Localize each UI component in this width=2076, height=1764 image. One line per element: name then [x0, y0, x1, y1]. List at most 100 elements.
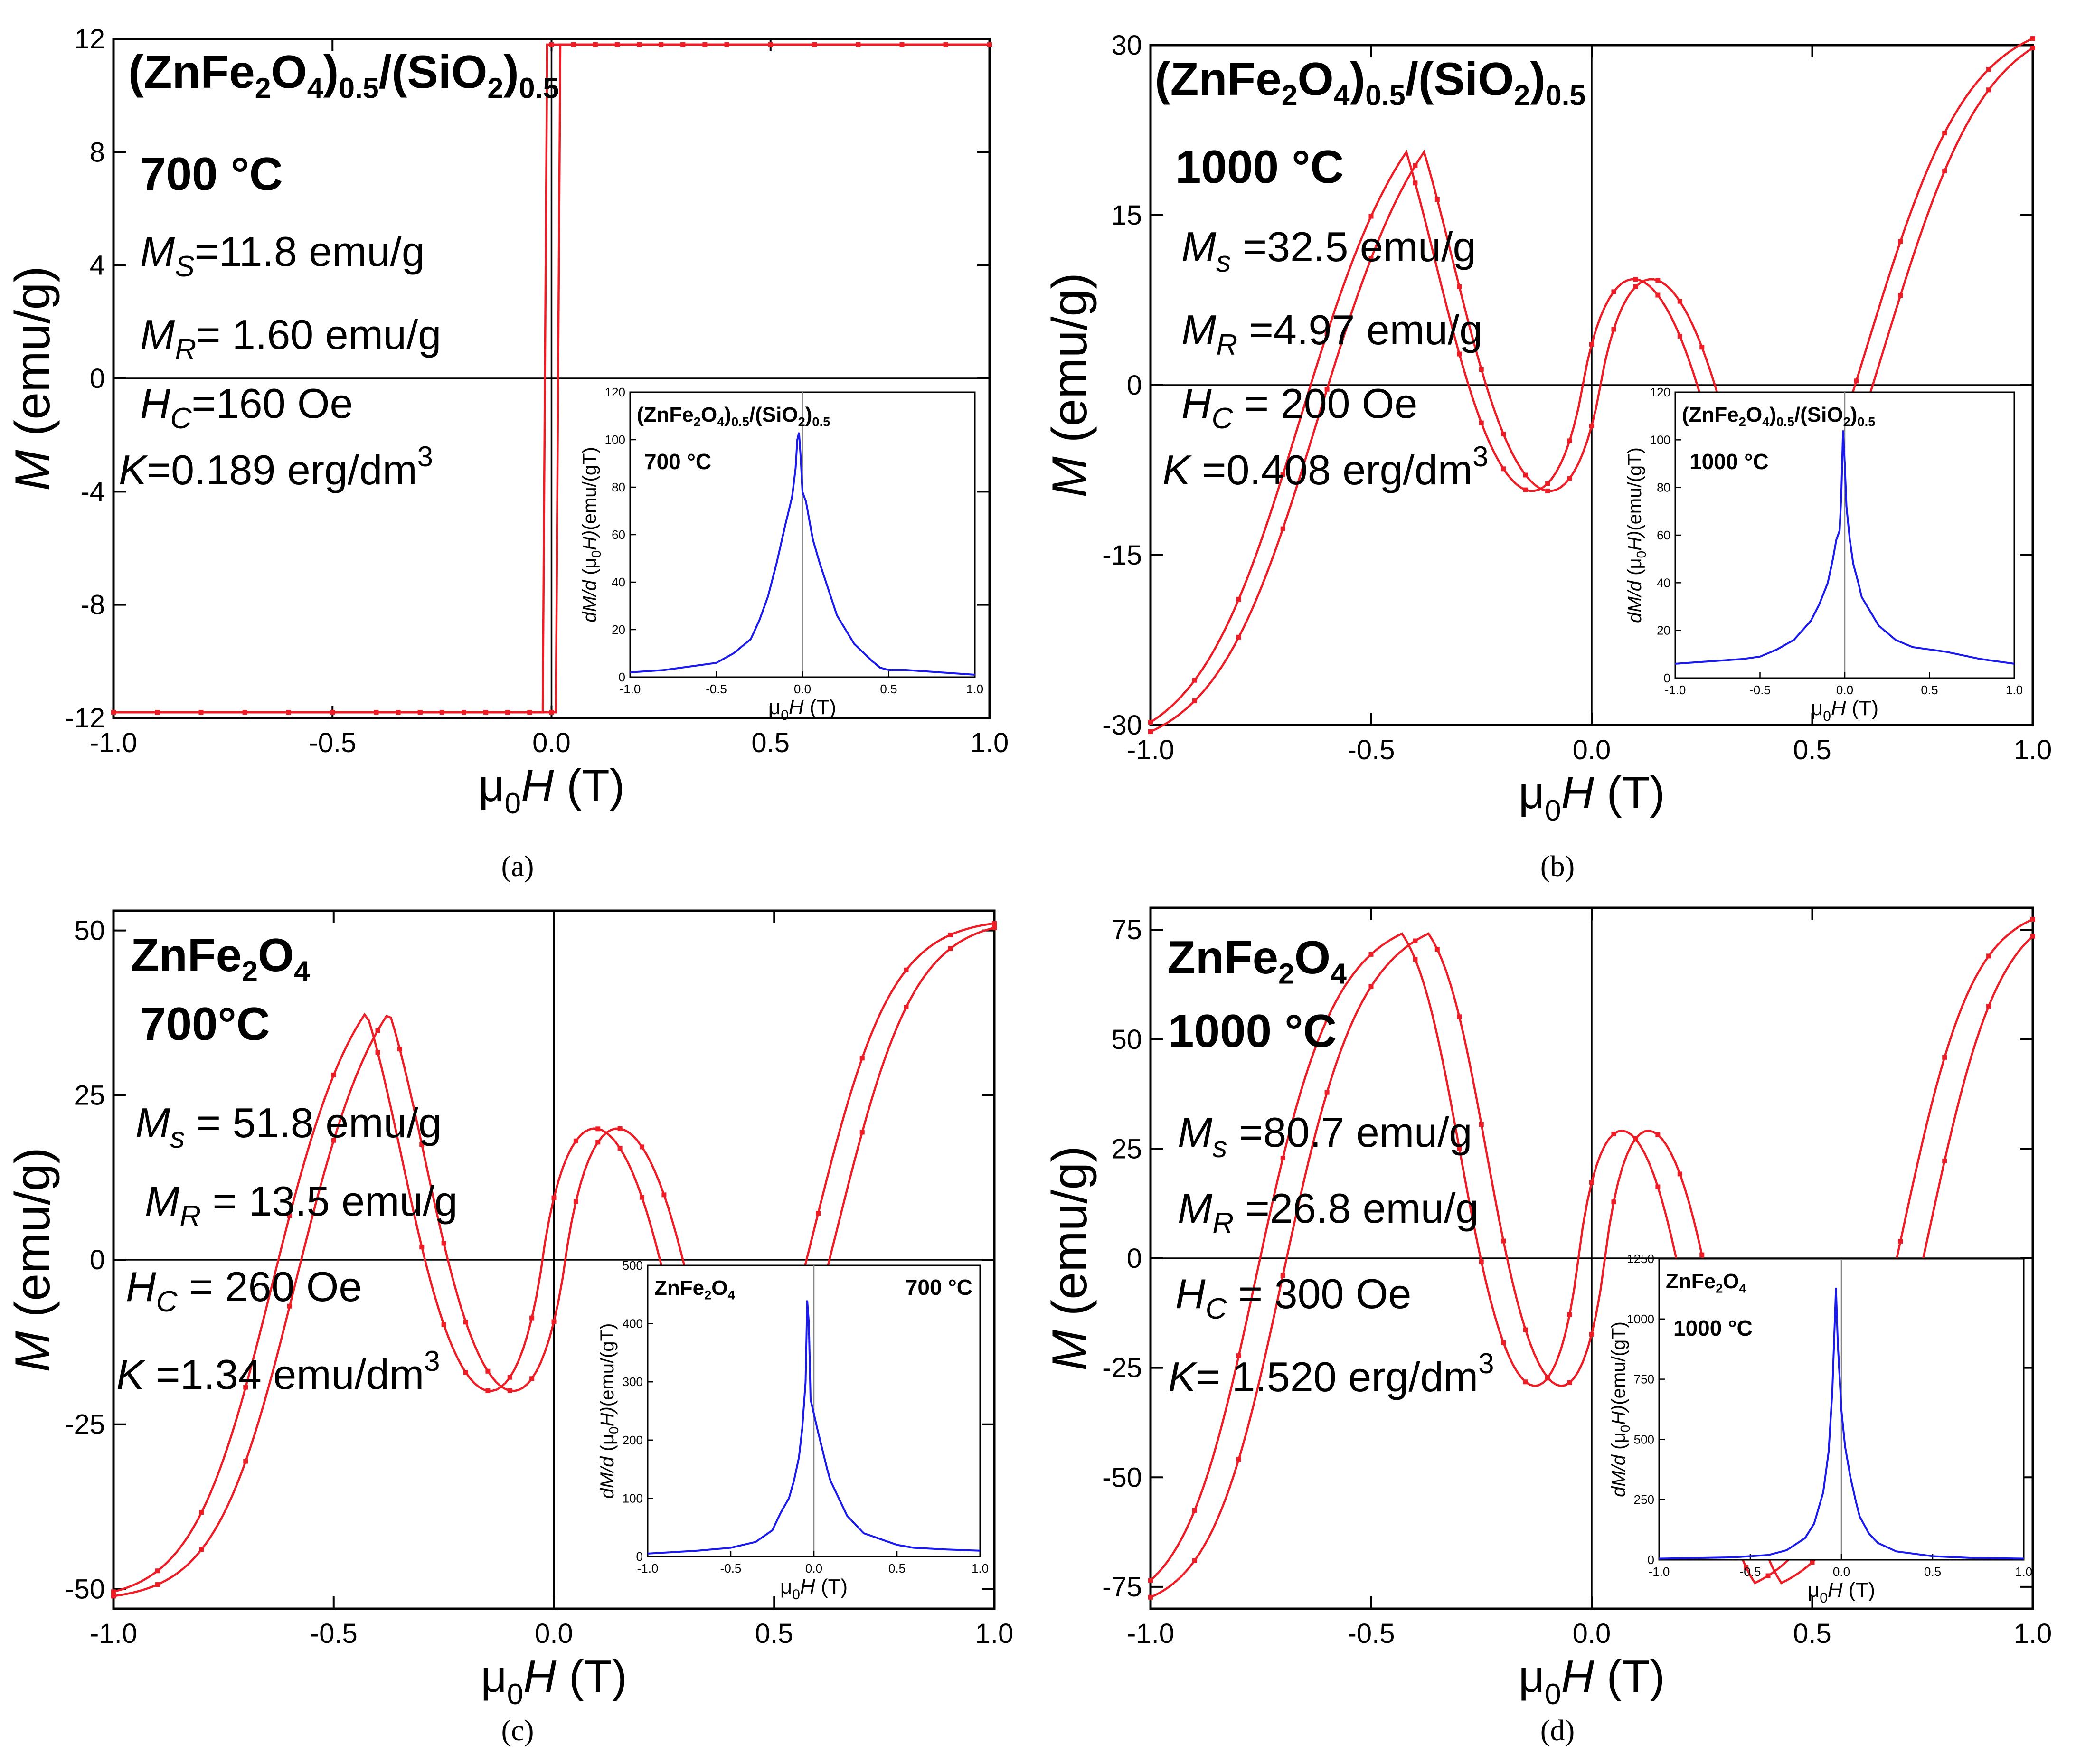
data-point: [1589, 1331, 1594, 1337]
data-point: [617, 1146, 623, 1151]
data-point: [331, 1072, 336, 1077]
annotation-subscript: R: [179, 1200, 201, 1233]
annotation-m-s: Ms =32.5 emu/g: [1181, 223, 1476, 278]
annotation-m-r: MR =4.97 emu/g: [1181, 306, 1482, 361]
data-point: [1479, 367, 1484, 372]
panel-title-part: /(SiO: [1406, 53, 1514, 105]
panel-title-part: ): [1350, 53, 1366, 105]
data-point: [1611, 1132, 1616, 1137]
data-point: [286, 710, 291, 715]
data-point: [859, 1130, 865, 1135]
data-point: [396, 710, 401, 715]
inset-title: (ZnFe2O4)0.5/(SiO2)0.5: [637, 403, 830, 429]
inset-x-label-unit: (T): [1843, 1578, 1875, 1602]
inset-x-tick-label: 0.5: [1921, 683, 1938, 697]
data-point: [992, 921, 997, 926]
panel-title-part: (ZnFe: [128, 46, 255, 98]
annotation-value: = 260 Oe: [177, 1263, 362, 1310]
data-point: [724, 42, 729, 47]
inset-y-tick-label: 80: [1657, 481, 1670, 495]
inset-x-tick-label: 1.0: [972, 1561, 989, 1575]
inset-title-part: ZnFe: [1666, 1270, 1716, 1293]
panel-temperature: 700 °C: [140, 148, 283, 200]
data-point: [441, 1241, 446, 1246]
panel-title-part: ): [503, 46, 519, 98]
data-point: [680, 42, 686, 47]
annotation-value: =0.189 erg/dm: [147, 446, 417, 493]
data-point: [1280, 1273, 1285, 1278]
x-axis-label-subscript: 0: [1545, 794, 1561, 827]
inset-title-part: /(SiO: [749, 403, 798, 426]
y-tick-label: 12: [74, 24, 105, 55]
x-axis-label: μ0H (T): [1519, 767, 1665, 827]
y-axis-label-unit: (emu/g): [1042, 273, 1097, 456]
inset-y-axis-label: dM/d (μ0H)(emu/(gT): [597, 1323, 621, 1499]
y-tick-label: 0: [1127, 1243, 1142, 1274]
panel-title-subscript: 4: [1331, 958, 1347, 990]
data-point: [485, 1368, 491, 1374]
inset-y-tick-label: 40: [1657, 575, 1670, 590]
inset-chart: -1.0 -0.5 0.0 0.5 1.00100200300400500ZnFe2O4…: [597, 1258, 989, 1603]
annotation-superscript: 3: [424, 1345, 440, 1377]
inset-title: ZnFe2O4: [654, 1276, 736, 1302]
panel-caption: (b): [1540, 850, 1575, 883]
data-point: [551, 1195, 557, 1200]
data-point: [1677, 299, 1682, 304]
panel-title: ZnFe2O4: [1167, 931, 1347, 990]
annotation-symbol: M: [145, 1178, 180, 1225]
data-point: [1633, 1137, 1638, 1142]
inset-x-axis-label: μ0H (T): [769, 696, 836, 723]
data-point: [2030, 36, 2035, 41]
data-point: [529, 1315, 535, 1321]
data-point: [1368, 984, 1374, 989]
inset-y-tick-label: 120: [605, 385, 625, 399]
data-point: [549, 710, 554, 715]
data-point: [1501, 432, 1506, 437]
data-point: [243, 1459, 248, 1464]
inset-y-label-dmd: dM/d: [1608, 1454, 1629, 1497]
inset-y-tick-label: 60: [1657, 528, 1670, 542]
data-point: [417, 710, 423, 715]
y-tick-label: -50: [65, 1574, 105, 1604]
inset-x-axis-label: μ0H (T): [780, 1575, 848, 1603]
annotation-h-c: HC = 260 Oe: [126, 1263, 362, 1318]
inset-title-part: O: [711, 1276, 727, 1300]
inset-x-axis-label: μ0H (T): [1811, 697, 1878, 724]
x-axis-label-unit: (T): [556, 1651, 627, 1702]
x-tick-label: 0.0: [532, 727, 571, 758]
y-axis-label: M (emu/g): [5, 266, 60, 491]
data-point: [1898, 1239, 1903, 1244]
x-tick-label: 0.5: [1793, 735, 1831, 765]
x-tick-label: -1.0: [90, 1618, 137, 1649]
x-tick-label: -0.5: [1348, 735, 1395, 765]
data-point: [527, 710, 532, 715]
data-point: [1523, 472, 1528, 478]
data-point: [859, 1056, 865, 1061]
x-tick-label: 0.5: [755, 1618, 793, 1649]
x-tick-label: 0.5: [1793, 1618, 1831, 1649]
annotation-h-c: HC=160 Oe: [140, 380, 353, 435]
annotation-value: =80.7 emu/g: [1227, 1109, 1472, 1156]
annotation-subscript: R: [1212, 1207, 1234, 1240]
panel-caption: (a): [501, 850, 534, 883]
inset-title-subscript: 2: [704, 1288, 711, 1302]
data-point: [1567, 1312, 1572, 1317]
inset-title-subscript: 4: [728, 1288, 736, 1302]
data-point: [462, 710, 466, 715]
inset-chart: -1.0 -0.5 0.0 0.5 1.0 0 250 500 750 1000 1250 ZnFe2…: [1608, 1252, 2032, 1606]
annotation-value: =0.408 erg/dm: [1190, 446, 1472, 493]
inset-x-tick-label: -0.5: [1749, 683, 1771, 697]
data-point: [199, 1547, 204, 1552]
data-point: [637, 42, 642, 47]
y-tick-label: -25: [1102, 1353, 1142, 1384]
data-point: [640, 1195, 644, 1200]
inset-y-label-mu: (μ: [579, 557, 600, 580]
data-point: [1192, 1558, 1197, 1563]
inset-title-part: ): [805, 403, 812, 426]
annotation-symbol: M: [1178, 1185, 1213, 1232]
panel-title: (ZnFe2O4)0.5/(SiO2)0.5: [128, 46, 559, 104]
annotation-symbol: H: [126, 1263, 156, 1310]
data-point: [505, 710, 510, 715]
data-point: [1567, 476, 1572, 481]
